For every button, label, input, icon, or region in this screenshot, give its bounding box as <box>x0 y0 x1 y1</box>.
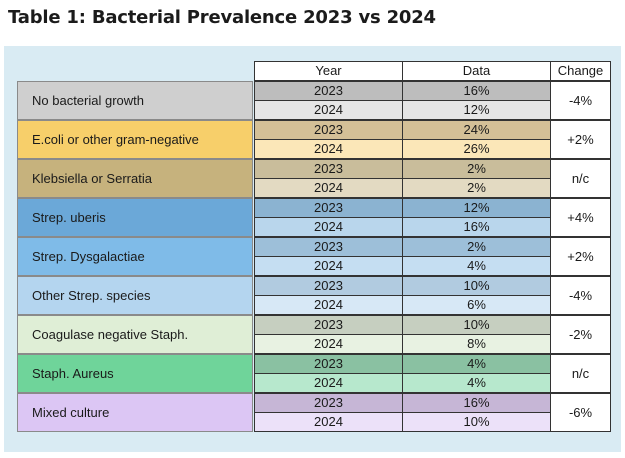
year-2023-cell: 2023 <box>254 237 403 257</box>
data-2024-cell: 8% <box>402 334 551 354</box>
data-2024-cell: 26% <box>402 139 551 159</box>
data-2024-cell: 4% <box>402 373 551 393</box>
data-2024-cell: 16% <box>402 217 551 237</box>
table-title: Table 1: Bacterial Prevalence 2023 vs 20… <box>8 7 436 28</box>
row-label: Mixed culture <box>17 393 253 432</box>
data-2023-cell: 4% <box>402 354 551 374</box>
year-2024-cell: 2024 <box>254 217 403 237</box>
data-2023-cell: 12% <box>402 198 551 218</box>
table-row: Strep. Dysgalactiae 2023 2% 2024 4% +2% <box>0 237 625 276</box>
table-row: Staph. Aureus 2023 4% 2024 4% n/c <box>0 354 625 393</box>
table-row: No bacterial growth 2023 16% 2024 12% -4% <box>0 81 625 120</box>
data-2023-cell: 2% <box>402 159 551 179</box>
year-2023-cell: 2023 <box>254 354 403 374</box>
data-2024-cell: 2% <box>402 178 551 198</box>
table-row: E.coli or other gram-negative 2023 24% 2024… <box>0 120 625 159</box>
data-2023-cell: 16% <box>402 393 551 413</box>
data-2024-cell: 10% <box>402 412 551 432</box>
year-2023-cell: 2023 <box>254 81 403 101</box>
header-year: Year <box>254 61 403 81</box>
row-label: E.coli or other gram-negative <box>17 120 253 159</box>
year-2023-cell: 2023 <box>254 276 403 296</box>
change-cell: -4% <box>550 276 611 315</box>
row-label: Other Strep. species <box>17 276 253 315</box>
data-2023-cell: 10% <box>402 276 551 296</box>
row-label: Coagulase negative Staph. <box>17 315 253 354</box>
change-cell: -4% <box>550 81 611 120</box>
change-cell: n/c <box>550 159 611 198</box>
year-2023-cell: 2023 <box>254 198 403 218</box>
header-change: Change <box>550 61 611 81</box>
change-cell: +2% <box>550 237 611 276</box>
row-label: No bacterial growth <box>17 81 253 120</box>
year-2024-cell: 2024 <box>254 256 403 276</box>
table-row: Klebsiella or Serratia 2023 2% 2024 2% n/c <box>0 159 625 198</box>
change-cell: -6% <box>550 393 611 432</box>
row-label: Strep. Dysgalactiae <box>17 237 253 276</box>
table-row: Other Strep. species 2023 10% 2024 6% -4% <box>0 276 625 315</box>
table-row: Strep. uberis 2023 12% 2024 16% +4% <box>0 198 625 237</box>
change-cell: n/c <box>550 354 611 393</box>
year-2024-cell: 2024 <box>254 373 403 393</box>
table-row: Mixed culture 2023 16% 2024 10% -6% <box>0 393 625 432</box>
row-label: Strep. uberis <box>17 198 253 237</box>
change-cell: +4% <box>550 198 611 237</box>
change-cell: +2% <box>550 120 611 159</box>
year-2024-cell: 2024 <box>254 295 403 315</box>
year-2024-cell: 2024 <box>254 334 403 354</box>
header-data: Data <box>402 61 551 81</box>
year-2023-cell: 2023 <box>254 315 403 335</box>
year-2024-cell: 2024 <box>254 139 403 159</box>
data-2023-cell: 2% <box>402 237 551 257</box>
row-label: Klebsiella or Serratia <box>17 159 253 198</box>
data-2024-cell: 4% <box>402 256 551 276</box>
data-2024-cell: 6% <box>402 295 551 315</box>
year-2023-cell: 2023 <box>254 393 403 413</box>
year-2023-cell: 2023 <box>254 159 403 179</box>
data-2023-cell: 10% <box>402 315 551 335</box>
year-2024-cell: 2024 <box>254 412 403 432</box>
data-2023-cell: 16% <box>402 81 551 101</box>
year-2024-cell: 2024 <box>254 178 403 198</box>
row-label: Staph. Aureus <box>17 354 253 393</box>
year-2023-cell: 2023 <box>254 120 403 140</box>
table-row: Coagulase negative Staph. 2023 10% 2024 8% -2… <box>0 315 625 354</box>
data-2023-cell: 24% <box>402 120 551 140</box>
change-cell: -2% <box>550 315 611 354</box>
data-2024-cell: 12% <box>402 100 551 120</box>
year-2024-cell: 2024 <box>254 100 403 120</box>
